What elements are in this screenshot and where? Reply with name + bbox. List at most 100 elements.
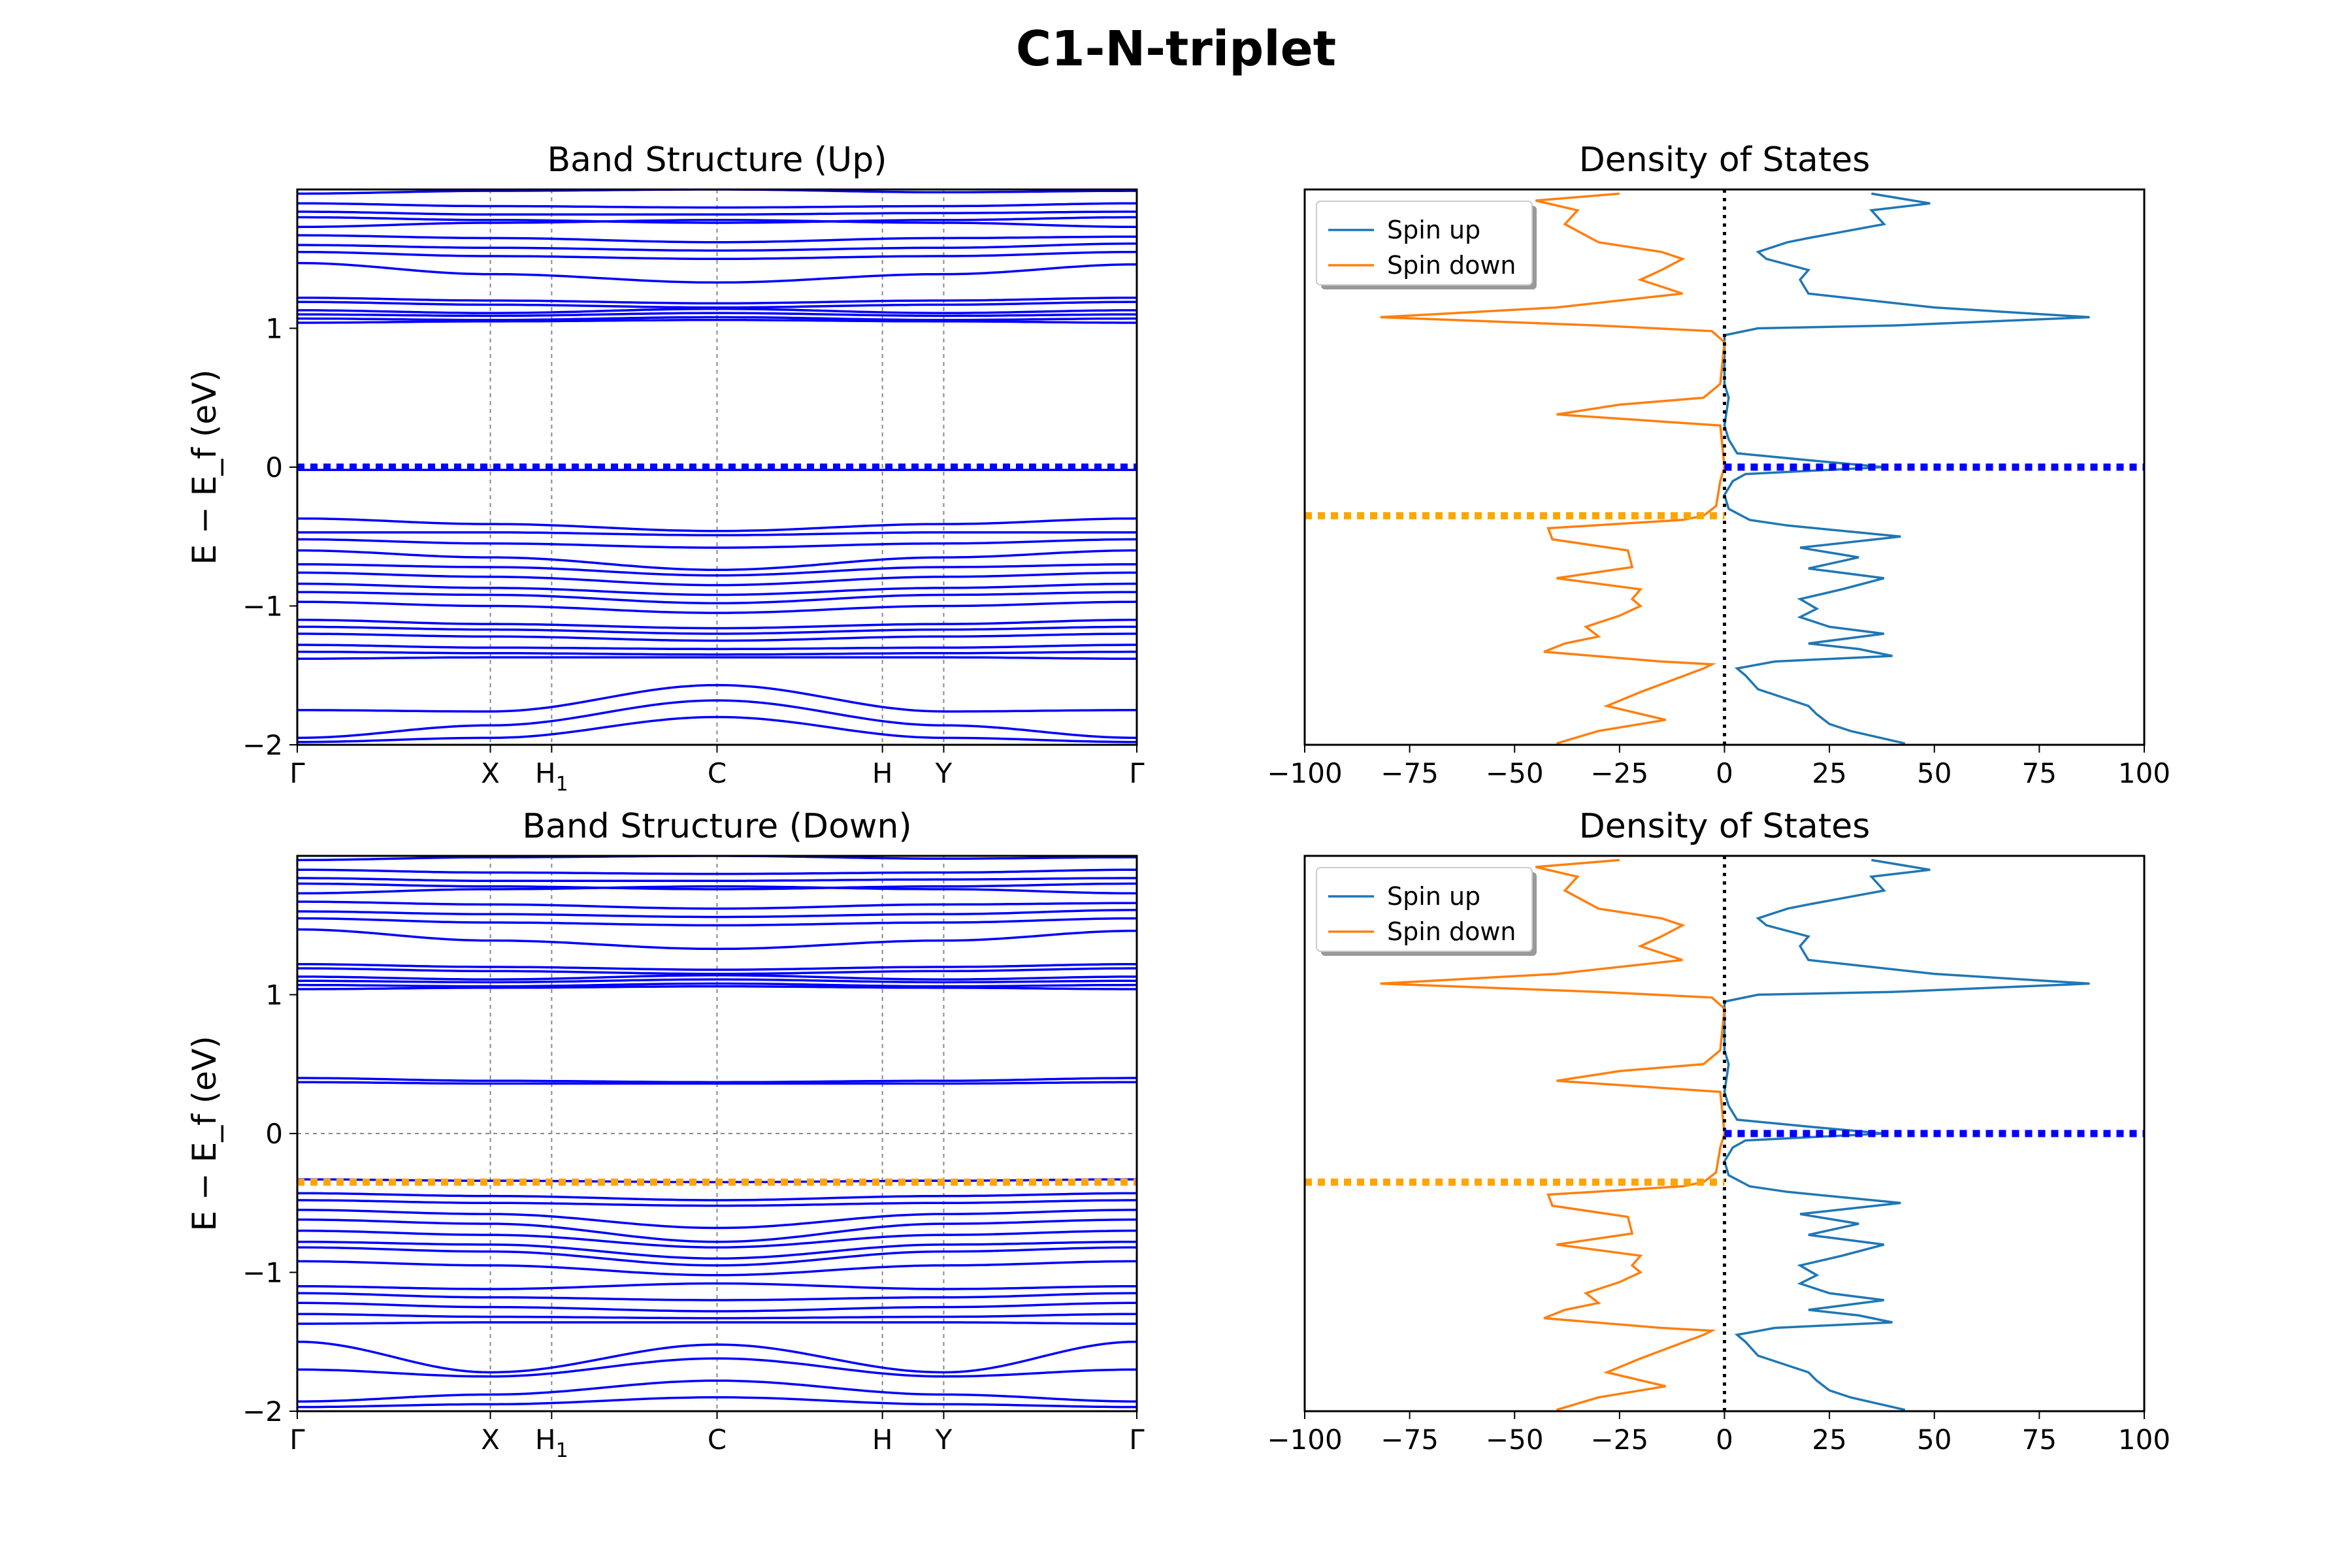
figure-title: C1-N-triplet: [1016, 21, 1336, 77]
band-line: [297, 1260, 1137, 1277]
band-line: [297, 1357, 1137, 1378]
kpoint-label: Y: [935, 757, 953, 789]
dos-series-spin-down: [1380, 858, 1726, 1411]
band-line: [297, 917, 1137, 927]
band-line: [297, 900, 1137, 910]
legend-box: [1316, 201, 1533, 286]
band-line: [297, 978, 1137, 984]
band-line: [297, 202, 1137, 209]
x-tick-label: 100: [2118, 757, 2170, 789]
band-line: [297, 301, 1137, 309]
band-line: [297, 189, 1137, 195]
kpoint-label: X: [481, 1424, 500, 1456]
y-tick-label: 1: [265, 979, 283, 1011]
x-tick-label: 75: [2022, 1424, 2057, 1456]
legend: Spin up Spin down: [1316, 201, 1537, 289]
x-tick-label: 0: [1716, 757, 1733, 789]
band-line: [297, 715, 1137, 743]
band-line: [297, 974, 1137, 981]
band-line: [297, 1341, 1137, 1374]
legend-box: [1316, 867, 1533, 952]
kpoint-label: H: [872, 757, 893, 789]
x-tick-label: −50: [1486, 1424, 1544, 1456]
legend: Spin up Spin down: [1316, 867, 1537, 956]
band-line: [297, 1321, 1137, 1325]
band-line: [297, 656, 1137, 661]
band-line: [297, 234, 1137, 244]
band-line: [297, 650, 1137, 656]
band-line: [297, 531, 1137, 536]
kpoint-label: X: [481, 757, 500, 789]
band-line: [297, 1246, 1137, 1267]
x-tick-label: −50: [1486, 757, 1544, 789]
y-tick-label: 1: [265, 313, 283, 345]
kpoint-label: C: [708, 757, 727, 789]
band-line: [297, 316, 1137, 321]
x-tick-label: 50: [1917, 1424, 1952, 1456]
band-line: [297, 967, 1137, 975]
band-line: [297, 1379, 1137, 1403]
band-line: [297, 683, 1137, 713]
y-axis-label: E − E_f (eV): [186, 1036, 223, 1231]
kpoint-label: Γ: [1129, 757, 1145, 789]
kpoint-label: Γ: [1129, 1424, 1145, 1456]
plot-area: [297, 856, 1137, 1411]
band-line: [297, 982, 1137, 988]
x-tick-label: 50: [1917, 757, 1952, 789]
band-line: [297, 868, 1137, 875]
band-line: [297, 985, 1137, 990]
band-line: [297, 1241, 1137, 1260]
plot-area: [297, 189, 1137, 745]
x-tick-label: −75: [1380, 1424, 1439, 1456]
band-line: [297, 538, 1137, 549]
legend-label: Spin down: [1387, 251, 1516, 280]
x-tick-label: 0: [1716, 1424, 1733, 1456]
y-tick-label: −2: [242, 1396, 283, 1428]
band-line: [297, 963, 1137, 972]
band-line: [297, 297, 1137, 305]
band-line: [297, 563, 1137, 577]
band-line: [297, 928, 1137, 951]
band-line: [297, 1199, 1137, 1207]
band-line: [297, 1292, 1137, 1301]
band-line: [297, 699, 1137, 740]
y-axis-label: E − E_f (eV): [186, 369, 223, 564]
y-tick-label: 0: [265, 1118, 283, 1150]
band-line: [297, 1209, 1137, 1230]
band-line: [297, 1230, 1137, 1249]
band-line: [297, 1282, 1137, 1290]
x-tick-label: −25: [1591, 1424, 1649, 1456]
y-tick-label: −2: [242, 729, 283, 761]
kpoint-subscript: 1: [556, 1439, 568, 1462]
plot-area: [1305, 856, 2144, 1411]
dos-series-spin-up: [1723, 192, 2090, 745]
legend-label: Spin up: [1387, 882, 1480, 911]
x-tick-label: −25: [1591, 757, 1649, 789]
x-tick-label: 25: [1812, 757, 1846, 789]
x-tick-label: 75: [2022, 757, 2057, 789]
axes-frame: [296, 188, 1138, 746]
band-line: [297, 882, 1137, 890]
plot-area: [1305, 189, 2144, 745]
panel-title: Band Structure (Up): [547, 140, 887, 180]
legend-label: Spin down: [1387, 917, 1516, 946]
kpoint-label: H: [872, 1424, 893, 1456]
panel-title: Density of States: [1579, 140, 1870, 180]
kpoint-label: Γ: [289, 757, 305, 789]
band-line: [297, 1218, 1137, 1243]
kpoint-label: Y: [935, 1424, 953, 1456]
panel-title: Band Structure (Down): [522, 807, 911, 846]
kpoint-subscript: 1: [556, 773, 568, 796]
band-line: [297, 1301, 1137, 1313]
x-tick-label: −100: [1267, 757, 1342, 789]
kpoint-label: C: [708, 1424, 727, 1456]
band-line: [297, 582, 1137, 596]
x-tick-label: 100: [2118, 1424, 2170, 1456]
band-line: [297, 632, 1137, 642]
axes-frame: [1303, 188, 2146, 746]
band-line: [297, 517, 1137, 532]
band-line: [297, 1081, 1137, 1085]
